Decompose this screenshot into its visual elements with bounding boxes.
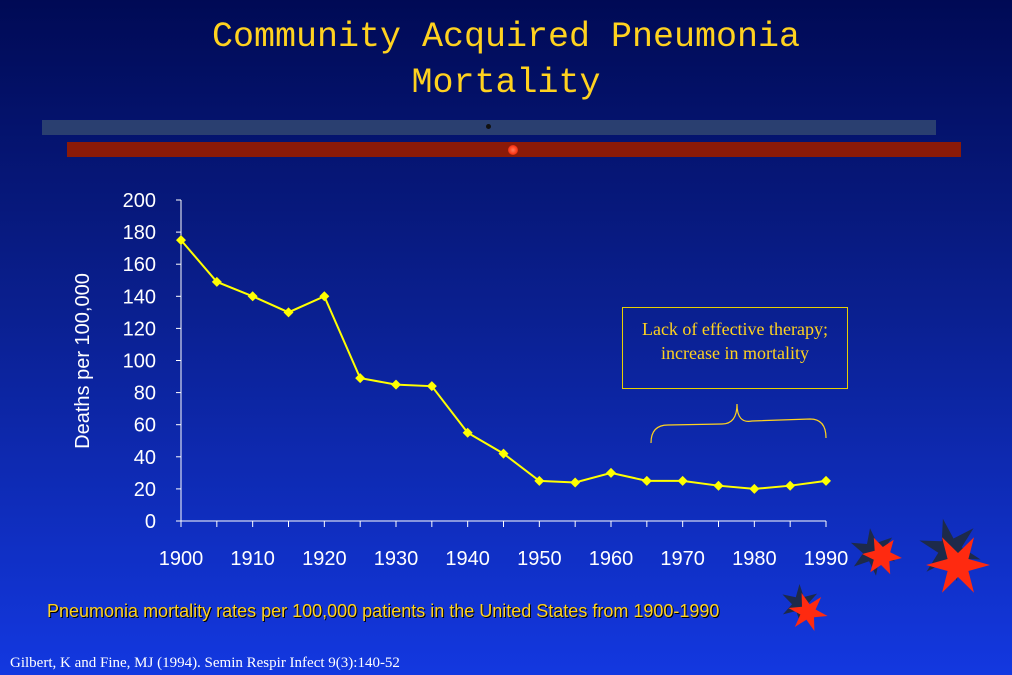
data-point-marker [749, 483, 760, 494]
data-point-marker [606, 467, 616, 478]
x-tick-label: 1930 [374, 548, 419, 570]
data-point-marker [462, 427, 473, 438]
data-point-marker [677, 475, 688, 486]
star [926, 537, 990, 593]
slide-title-line1: Community Acquired Pneumonia [211, 17, 801, 57]
y-tick-label: 180 [123, 222, 156, 244]
data-point-marker [426, 381, 437, 392]
x-tick-label: 1950 [517, 548, 562, 570]
y-tick-label: 200 [123, 190, 156, 212]
data-point-marker [176, 235, 186, 246]
data-point-marker [283, 307, 294, 318]
data-point-marker [713, 480, 724, 491]
data-point-marker [498, 448, 509, 459]
chart-axes: 0 20 40 60 80 100 120 140 160 180 200 1900 1910 1920 1… [72, 190, 848, 570]
decorative-stars [782, 518, 990, 631]
data-point-marker [319, 291, 330, 302]
x-tick-label: 1990 [804, 548, 849, 570]
y-tick-label: 0 [145, 511, 156, 533]
data-point-marker [641, 475, 652, 486]
data-point-marker [391, 379, 401, 390]
x-tick-label: 1960 [589, 548, 634, 570]
x-tick-label: 1910 [230, 548, 275, 570]
y-tick-label: 80 [134, 383, 156, 405]
y-tick-label: 140 [123, 286, 156, 308]
y-tick-label: 40 [134, 447, 156, 469]
y-tick-label: 60 [134, 415, 156, 437]
data-point-marker [534, 475, 545, 486]
x-tick-label: 1920 [302, 548, 347, 570]
x-tick-label: 1980 [732, 548, 777, 570]
star-shadow [782, 584, 818, 624]
chart-marks [176, 235, 831, 494]
y-tick-label: 120 [123, 318, 156, 340]
star [788, 593, 828, 631]
decorative-glow-dot [508, 145, 518, 155]
data-point-marker [570, 477, 581, 488]
x-tick-label: 1970 [660, 548, 705, 570]
data-point-marker [785, 480, 796, 491]
annotation-brace [650, 403, 827, 444]
annotation-box: Lack of effective therapy; increase in m… [622, 307, 848, 389]
data-point-marker [355, 373, 366, 384]
y-tick-label: 160 [123, 254, 156, 276]
y-tick-label: 100 [123, 351, 156, 373]
data-point-marker [821, 475, 831, 486]
star [862, 537, 902, 575]
x-tick-label: 1900 [159, 548, 204, 570]
chart-caption: Pneumonia mortality rates per 100,000 pa… [47, 601, 720, 621]
y-tick-label: 20 [134, 479, 156, 501]
data-point-marker [211, 276, 222, 287]
x-tick-label: 1940 [445, 548, 490, 570]
decorative-dot [486, 124, 491, 129]
slide-title-line2: Mortality [411, 63, 601, 103]
y-axis-label: Deaths per 100,000 [72, 273, 94, 449]
citation: Gilbert, K and Fine, MJ (1994). Semin Re… [10, 655, 400, 671]
data-point-marker [247, 291, 258, 302]
